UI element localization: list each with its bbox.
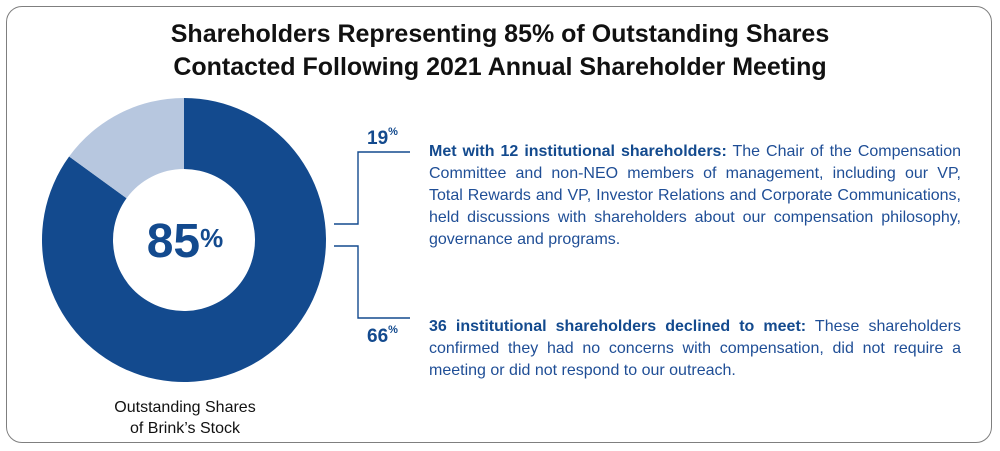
note-declined-heading: 36 institutional shareholders declined t… bbox=[429, 318, 807, 335]
note-met-text: The Chair of the Compensation Committee … bbox=[429, 143, 962, 248]
donut-slices bbox=[42, 98, 327, 382]
breakdown-percent-declined: 66% bbox=[367, 324, 398, 348]
percent-met-value: 19 bbox=[367, 128, 389, 149]
breakdown-percent-met: 19% bbox=[367, 126, 398, 150]
note-declined-text: These shareholders confirmed they had no… bbox=[429, 318, 961, 379]
breakdown-note-met: Met with 12 institutional shareholders: … bbox=[429, 141, 961, 251]
center-unit: % bbox=[200, 223, 224, 253]
donut-slice-contacted bbox=[42, 98, 327, 382]
donut-center-label: 85% bbox=[120, 212, 250, 272]
caption-line-2: of Brink’s Stock bbox=[130, 420, 240, 437]
figure-frame bbox=[6, 6, 992, 443]
center-value: 85 bbox=[146, 215, 201, 268]
percent-declined-value: 66 bbox=[367, 326, 389, 347]
donut-caption: Outstanding Shares of Brink’s Stock bbox=[75, 397, 295, 439]
caption-line-1: Outstanding Shares bbox=[114, 399, 256, 416]
bracket-connector bbox=[334, 151, 410, 319]
breakdown-note-declined: 36 institutional shareholders declined t… bbox=[429, 316, 961, 382]
chart-title: Shareholders Representing 85% of Outstan… bbox=[0, 18, 1000, 84]
donut-slice-not-contacted bbox=[69, 98, 184, 199]
note-met-heading: Met with 12 institutional shareholders: bbox=[429, 143, 727, 160]
title-line-2: Contacted Following 2021 Annual Sharehol… bbox=[173, 53, 827, 81]
title-line-1: Shareholders Representing 85% of Outstan… bbox=[170, 20, 830, 48]
percent-declined-unit: % bbox=[388, 324, 398, 336]
percent-met-unit: % bbox=[388, 126, 398, 138]
